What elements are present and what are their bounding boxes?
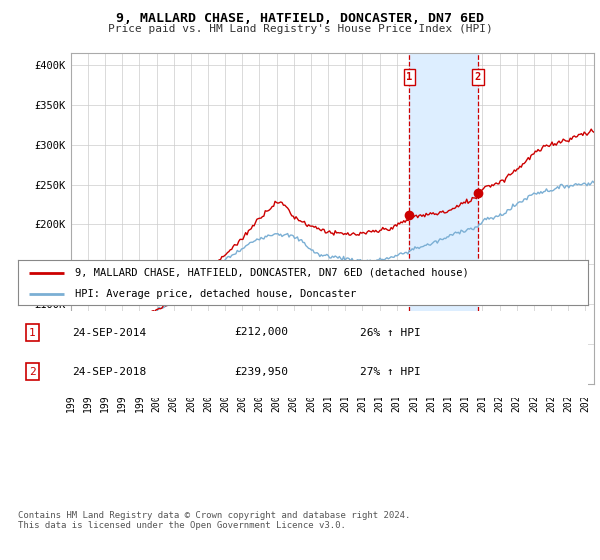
Text: £239,950: £239,950	[235, 367, 289, 376]
Text: 24-SEP-2014: 24-SEP-2014	[72, 328, 146, 338]
Text: Contains HM Land Registry data © Crown copyright and database right 2024.
This d: Contains HM Land Registry data © Crown c…	[18, 511, 410, 530]
Text: 2: 2	[29, 367, 35, 376]
Text: 27% ↑ HPI: 27% ↑ HPI	[360, 367, 421, 376]
Text: Price paid vs. HM Land Registry's House Price Index (HPI): Price paid vs. HM Land Registry's House …	[107, 24, 493, 34]
Bar	[409, 53, 478, 384]
Text: 24-SEP-2018: 24-SEP-2018	[72, 367, 146, 376]
Text: £212,000: £212,000	[235, 328, 289, 338]
Text: 9, MALLARD CHASE, HATFIELD, DONCASTER, DN7 6ED: 9, MALLARD CHASE, HATFIELD, DONCASTER, D…	[116, 12, 484, 25]
Text: 26% ↑ HPI: 26% ↑ HPI	[360, 328, 421, 338]
Text: 2: 2	[475, 72, 481, 82]
Text: 9, MALLARD CHASE, HATFIELD, DONCASTER, DN7 6ED (detached house): 9, MALLARD CHASE, HATFIELD, DONCASTER, D…	[75, 268, 469, 278]
Text: 1: 1	[29, 328, 35, 338]
Text: 1: 1	[406, 72, 412, 82]
Text: HPI: Average price, detached house, Doncaster: HPI: Average price, detached house, Donc…	[75, 289, 356, 299]
